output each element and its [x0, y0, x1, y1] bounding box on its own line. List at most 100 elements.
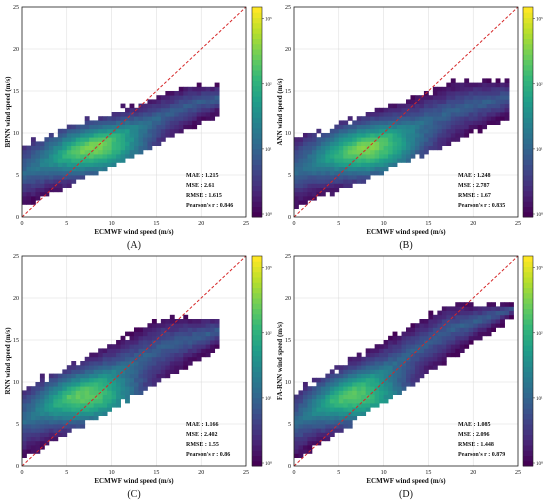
heat-cell: [22, 428, 27, 433]
heat-cell: [93, 133, 99, 138]
heat-cell: [294, 191, 299, 197]
colorbar-segment: [252, 54, 262, 60]
heat-cell: [495, 116, 501, 121]
heat-cell: [316, 179, 322, 184]
heat-cell: [156, 120, 162, 125]
heat-cell: [53, 386, 59, 391]
heat-cell: [410, 133, 416, 138]
heat-cell: [311, 145, 317, 151]
heat-cell: [329, 137, 335, 142]
heat-cell: [450, 344, 456, 349]
heat-cell: [410, 382, 416, 387]
heat-cell: [89, 382, 95, 387]
heat-cell: [22, 187, 27, 193]
heat-cell: [356, 154, 362, 159]
heat-cell: [347, 365, 353, 370]
heat-cell: [93, 149, 99, 155]
heat-cell: [392, 103, 398, 109]
heat-cell: [302, 382, 308, 387]
heat-cell: [388, 141, 393, 146]
heat-cell: [482, 331, 488, 337]
heat-cell: [53, 187, 59, 193]
colorbar-tick-label: 10⁰: [265, 461, 272, 467]
heat-cell: [356, 373, 362, 379]
heat-cell: [165, 361, 171, 366]
heat-cell: [129, 382, 135, 387]
heat-cell: [298, 179, 304, 184]
heat-cell: [71, 373, 77, 379]
heat-cell: [397, 116, 402, 121]
heat-cell: [473, 124, 479, 130]
heat-cell: [84, 373, 90, 379]
heat-cell: [388, 128, 393, 134]
heat-cell: [111, 154, 117, 159]
heat-cell: [311, 141, 317, 146]
heat-cell: [35, 394, 41, 400]
heat-cell: [116, 137, 121, 142]
heat-cell: [147, 116, 153, 121]
heat-cell: [201, 91, 207, 96]
heat-cell: [441, 103, 447, 109]
heat-cell: [423, 344, 429, 349]
heat-cell: [311, 162, 317, 167]
heat-cell: [205, 86, 211, 92]
heat-cell: [160, 99, 166, 104]
heat-cell: [500, 107, 505, 113]
heat-cell: [343, 128, 349, 134]
heat-cell: [169, 120, 175, 125]
heat-cell: [406, 154, 411, 159]
y-axis-label: RNN wind speed (m/s): [4, 327, 12, 395]
heat-cell: [84, 120, 90, 125]
heat-cell: [316, 382, 322, 387]
heat-cell: [464, 120, 470, 125]
heat-cell: [397, 340, 402, 345]
x-tick-label: 15: [425, 221, 431, 227]
heat-cell: [392, 116, 398, 121]
heat-cell: [370, 116, 376, 121]
heat-cell: [428, 348, 434, 353]
heat-cell: [75, 424, 81, 429]
colorbar-segment: [523, 277, 533, 283]
colorbar-segment: [252, 127, 262, 134]
heat-cell: [302, 390, 308, 395]
stat-line: MSE : 2.61: [186, 183, 215, 189]
heat-cell: [482, 91, 488, 96]
heat-cell: [26, 166, 32, 172]
heat-cell: [298, 166, 304, 172]
heat-cell: [338, 141, 344, 146]
heat-cell: [455, 116, 461, 121]
heat-cell: [406, 361, 411, 366]
heat-cell: [343, 137, 349, 142]
heat-cell: [125, 369, 130, 374]
heat-cell: [84, 361, 90, 366]
heat-cell: [334, 149, 340, 155]
heat-cell: [374, 158, 380, 163]
heat-cell: [30, 158, 36, 163]
heat-cell: [397, 335, 402, 341]
heat-cell: [93, 352, 99, 358]
heat-cell: [39, 154, 45, 159]
heat-cell: [39, 162, 45, 167]
heat-cell: [156, 344, 162, 349]
colorbar-segment: [252, 180, 262, 186]
heat-cell: [509, 302, 514, 307]
heat-cell: [71, 419, 77, 425]
heat-cell: [66, 373, 72, 379]
heat-cell: [307, 419, 313, 425]
heat-cell: [320, 419, 326, 425]
heat-cell: [450, 112, 456, 117]
heat-cell: [397, 356, 402, 362]
heat-cell: [343, 170, 349, 176]
heat-cell: [406, 365, 411, 370]
heat-cell: [53, 390, 59, 395]
heat-cell: [71, 407, 77, 412]
heat-cell: [26, 432, 32, 437]
heat-cell: [446, 116, 452, 121]
heat-cell: [102, 149, 108, 155]
heat-cell: [401, 373, 407, 379]
colorbar-segment: [523, 175, 533, 181]
heat-cell: [374, 348, 380, 353]
colorbar-frame: [522, 6, 534, 218]
heat-cell: [370, 154, 376, 159]
colorbar-tick-label: 10³: [536, 266, 543, 272]
